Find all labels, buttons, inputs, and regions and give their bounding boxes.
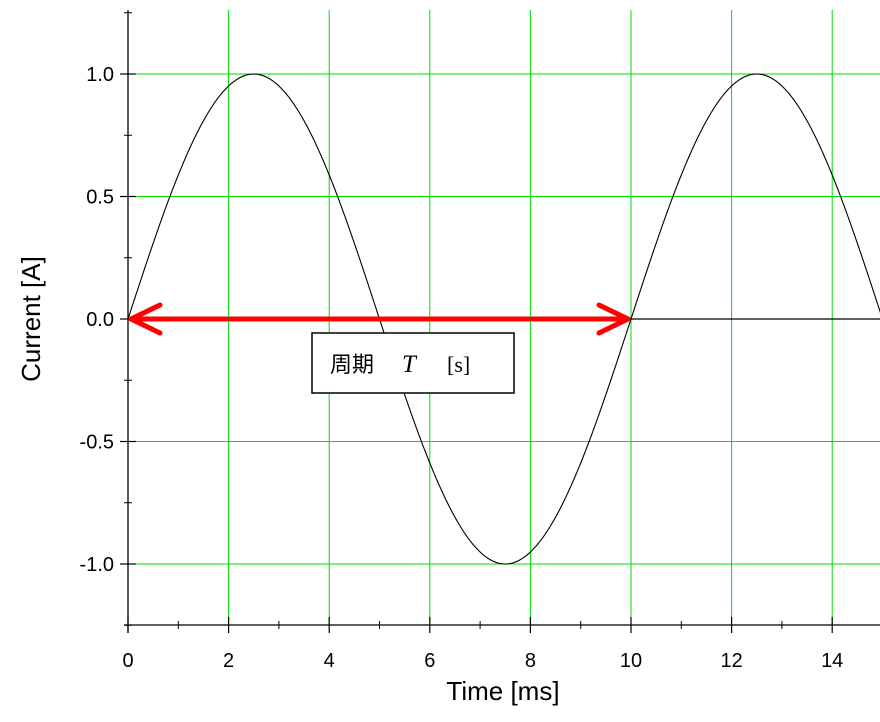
y-tick-label: -0.5 <box>80 432 114 454</box>
axes <box>120 10 880 633</box>
annotation-label-period: 周期 <box>330 353 374 378</box>
annotation-frame <box>311 332 515 394</box>
x-tick-label: 2 <box>223 650 234 672</box>
period-arrow-group <box>128 302 631 336</box>
y-tick-label: 0.5 <box>86 187 114 209</box>
x-axis-title: Time [ms] <box>446 676 559 706</box>
y-tick-label: 0.0 <box>86 309 114 331</box>
period-arrow-left-head <box>128 302 163 336</box>
y-tick-label: -1.0 <box>80 554 114 576</box>
x-tick-label: 4 <box>324 650 335 672</box>
sine-curve-group <box>128 73 880 565</box>
x-tick-label: 12 <box>720 650 742 672</box>
period-annotation-box: 周期 T [s] <box>311 332 515 394</box>
x-tick-label: 8 <box>525 650 536 672</box>
y-axis-title: Current [A] <box>16 256 46 382</box>
y-tick-label: 1.0 <box>86 64 114 86</box>
x-tick-label: 6 <box>424 650 435 672</box>
tick-labels: 1.0 0.5 0.0 -0.5 -1.0 0 2 4 6 8 10 12 14 <box>80 64 844 672</box>
sine-curve <box>128 73 880 565</box>
x-tick-label: 10 <box>620 650 642 672</box>
x-tick-label: 14 <box>821 650 843 672</box>
period-arrow-right-head <box>596 302 631 336</box>
annotation-symbol-t: T <box>402 351 418 378</box>
annotation-unit: [s] <box>447 352 470 377</box>
x-tick-label: 0 <box>122 650 133 672</box>
